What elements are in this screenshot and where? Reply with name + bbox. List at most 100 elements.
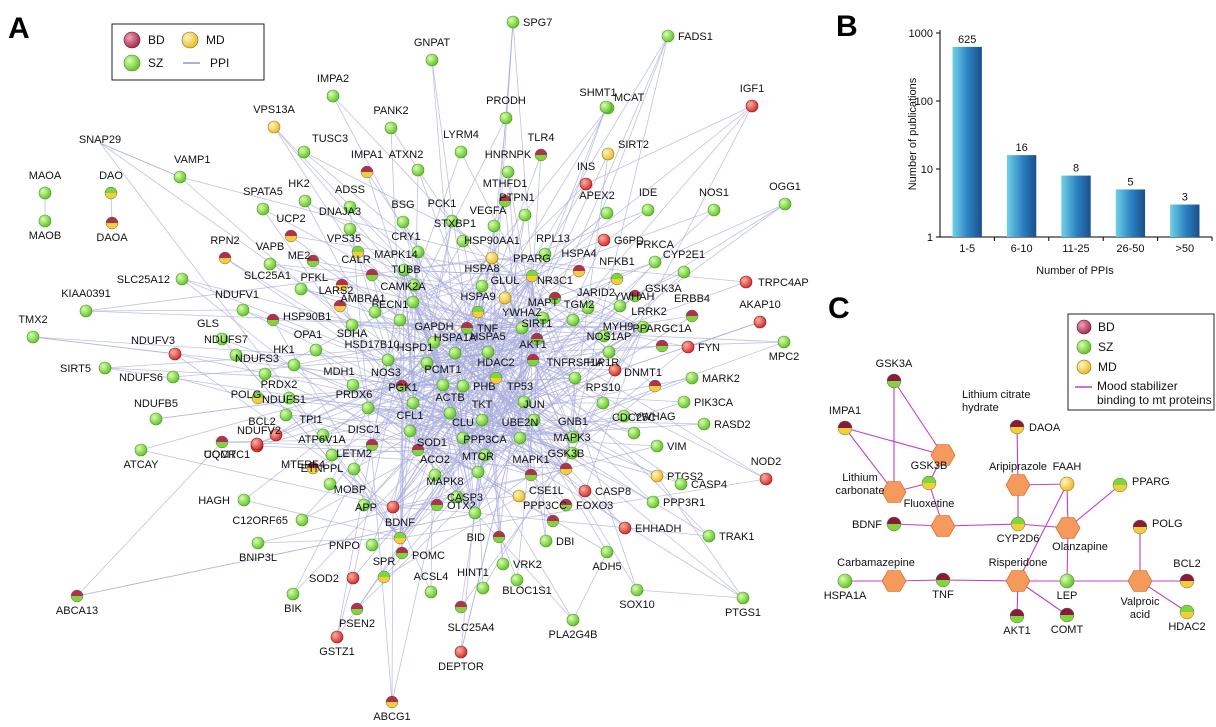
- gene-node-fads1[interactable]: FADS1: [661, 29, 713, 43]
- gene-node-rasd2[interactable]: RASD2: [697, 417, 751, 431]
- gene-node-ndufs6[interactable]: NDUFS6: [119, 370, 180, 384]
- gene-node-vps35[interactable]: VPS35: [327, 233, 365, 259]
- protein-node-faah[interactable]: FAAH: [1053, 461, 1082, 492]
- gene-node-vegfa[interactable]: VEGFA: [470, 205, 507, 233]
- gene-node-myh9[interactable]: MYH9: [597, 321, 633, 343]
- gene-node-acsl4[interactable]: ACSL4: [414, 571, 449, 599]
- protein-node-hdac2[interactable]: HDAC2: [1168, 604, 1206, 633]
- gene-node-rpn2[interactable]: RPN2: [210, 235, 240, 265]
- gene-node-nos1[interactable]: NOS1: [699, 187, 729, 217]
- gene-node-gstz1[interactable]: GSTZ1: [319, 630, 355, 658]
- gene-node-ywhaz[interactable]: YWHAZ: [502, 307, 542, 335]
- gene-node-foxo3[interactable]: FOXO3: [559, 498, 613, 512]
- gene-node-cfl1[interactable]: CFL1: [397, 410, 424, 438]
- gene-node-g6pd[interactable]: G6PD: [597, 233, 644, 247]
- gene-node-pomc[interactable]: POMC: [395, 546, 445, 562]
- gene-node-casp8[interactable]: CASP8: [578, 484, 631, 498]
- drug-aripiprazole[interactable]: Aripiprazole: [989, 461, 1047, 496]
- gene-node-abca13[interactable]: ABCA13: [56, 589, 98, 617]
- gene-node-maoa[interactable]: MAOA: [29, 170, 62, 200]
- gene-node-maob[interactable]: MAOB: [29, 214, 61, 242]
- gene-node-nr3c1[interactable]: NR3C1: [537, 275, 573, 305]
- gene-node-akt1[interactable]: AKT1: [519, 339, 547, 367]
- gene-node-rps10[interactable]: RPS10: [586, 382, 621, 410]
- gene-node-ppp3ca[interactable]: PPP3CA: [463, 434, 507, 462]
- gene-node-tmx2[interactable]: TMX2: [18, 314, 48, 344]
- gene-node-phb[interactable]: PHB: [456, 379, 496, 393]
- gene-node-tnfrsf1a[interactable]: TNFRSF1A: [547, 357, 605, 385]
- gene-node-vamp1[interactable]: VAMP1: [173, 154, 210, 184]
- gene-node-jarid2[interactable]: JARID2: [577, 287, 615, 315]
- gene-node-hnrnpk[interactable]: HNRNPK: [485, 149, 532, 179]
- gene-node-nos3[interactable]: NOS3: [371, 367, 409, 393]
- gene-node-ppp3r1[interactable]: PPP3R1: [646, 495, 705, 509]
- gene-node-pik3ca[interactable]: PIK3CA: [677, 395, 734, 409]
- gene-node-mark2[interactable]: MARK2: [685, 371, 740, 385]
- protein-node-bcl2[interactable]: BCL2: [1173, 558, 1201, 589]
- gene-node-jun[interactable]: JUN: [523, 399, 545, 427]
- gene-node-pck1[interactable]: PCK1: [428, 198, 459, 228]
- gene-node-trpc4ap[interactable]: TRPC4AP: [739, 275, 809, 289]
- gene-node-bid[interactable]: BID: [467, 530, 506, 544]
- gene-node-casp3[interactable]: CASP3: [447, 492, 483, 520]
- gene-node-ptgs1[interactable]: PTGS1: [725, 591, 761, 619]
- gene-node-prdx6[interactable]: PRDX6: [336, 389, 375, 415]
- gene-node-sirt1[interactable]: SIRT1: [522, 318, 553, 346]
- gene-node-ucp2[interactable]: UCP2: [276, 213, 306, 243]
- gene-node-ywhah[interactable]: YWHAH: [614, 291, 655, 313]
- gene-node-abcg1[interactable]: ABCG1: [373, 695, 411, 723]
- gene-node-slc25a4[interactable]: SLC25A4: [447, 600, 495, 634]
- drug-carbamazepine[interactable]: Carbamazepine: [837, 557, 915, 592]
- gene-node-rpl13[interactable]: RPL13: [536, 233, 570, 261]
- gene-node-hspa1a[interactable]: HSPA1A: [434, 332, 477, 360]
- gene-node-hk2[interactable]: HK2: [288, 178, 312, 208]
- gene-node-spr[interactable]: SPR: [373, 556, 396, 584]
- gene-node-igf1[interactable]: IGF1: [740, 83, 764, 113]
- gene-node-ins[interactable]: INS: [577, 161, 595, 191]
- gene-node-otx2[interactable]: OTX2: [430, 498, 476, 512]
- gene-node-fyn[interactable]: FYN: [681, 340, 720, 354]
- gene-node-hsd17b10[interactable]: HSD17B10: [344, 339, 400, 367]
- gene-node-tp53[interactable]: TP53: [507, 381, 533, 409]
- gene-node-pla2g4b[interactable]: PLA2G4B: [549, 613, 598, 641]
- gene-node-tkt[interactable]: TKT: [472, 399, 493, 427]
- gene-node-ehhadh[interactable]: EHHADH: [618, 521, 682, 535]
- gene-node-trak1[interactable]: TRAK1: [702, 529, 754, 543]
- gene-node-atp6v1a[interactable]: ATP6V1A: [298, 434, 346, 462]
- protein-node-daoa[interactable]: DAOA: [1009, 419, 1061, 435]
- gene-node-spg7[interactable]: SPG7: [506, 15, 552, 29]
- gene-node-tlr4[interactable]: TLR4: [528, 132, 555, 162]
- gene-node-comt[interactable]: COMT: [204, 435, 237, 461]
- gene-node-ndufs7[interactable]: NDUFS7: [204, 334, 248, 362]
- gene-node-ywhag[interactable]: YWHAG: [617, 409, 676, 423]
- gene-node-gsk3a[interactable]: GSK3A: [628, 283, 682, 303]
- gene-node-hspa8[interactable]: HSPA8: [464, 263, 500, 293]
- gene-node-vps13a[interactable]: VPS13A: [253, 104, 295, 134]
- gene-node-hspa4[interactable]: HSPA4: [561, 248, 597, 278]
- protein-node-gsk3a[interactable]: GSK3A: [876, 358, 913, 389]
- gene-node-mdh1[interactable]: MDH1: [323, 366, 360, 392]
- gene-node-mapk3[interactable]: MAPK3: [553, 432, 591, 460]
- gene-node-lrrk2[interactable]: LRRK2: [631, 306, 667, 334]
- gene-node-ndufs3[interactable]: NDUFS3: [235, 353, 279, 381]
- gene-node-tpi1[interactable]: TPI1: [299, 414, 330, 442]
- gene-node-hip1r[interactable]: HIP1R: [587, 357, 622, 377]
- gene-node-etnppl[interactable]: ETNPPL: [301, 463, 344, 491]
- gene-node-glul[interactable]: GLUL: [491, 275, 520, 305]
- gene-node-bloc1s1[interactable]: BLOC1S1: [502, 573, 552, 597]
- gene-node-mapk1[interactable]: MAPK1: [512, 454, 550, 482]
- gene-node-nod2[interactable]: NOD2: [751, 456, 782, 486]
- gene-node-ptgs2[interactable]: PTGS2: [650, 469, 703, 483]
- gene-node-bcl2[interactable]: BCL2: [248, 416, 283, 442]
- gene-node-ambra1[interactable]: AMBRA1: [340, 293, 386, 319]
- gene-node-dnmt1[interactable]: DNMT1: [624, 367, 662, 393]
- gene-node-vrk2[interactable]: VRK2: [496, 557, 542, 571]
- gene-node-ube2n[interactable]: UBE2N: [502, 417, 539, 445]
- gene-node-impa2[interactable]: IMPA2: [317, 73, 349, 103]
- gene-node-snap29[interactable]: SNAP29: [79, 134, 121, 146]
- gene-node-actb[interactable]: ACTB: [435, 392, 465, 420]
- gene-node-kiaa0391[interactable]: KIAA0391: [61, 288, 111, 318]
